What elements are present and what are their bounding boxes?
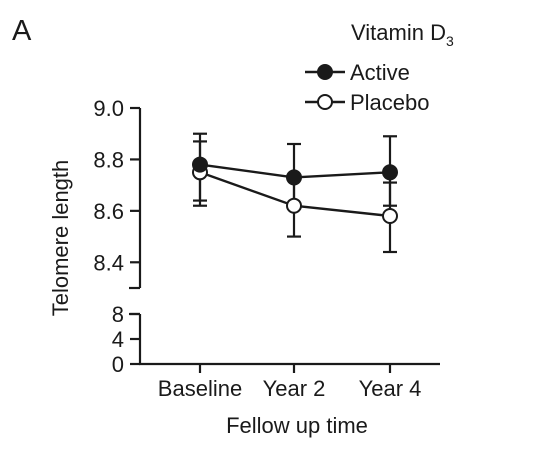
panel-label: A [12, 15, 32, 47]
legend-placebo-marker [317, 94, 333, 110]
data-point-placebo [382, 208, 398, 224]
x-ticks: Baseline Year 2 Year 4 [158, 364, 422, 401]
y-ticks-upper: 9.0 8.8 8.6 8.4 [93, 96, 140, 275]
data-point-active [286, 169, 302, 186]
legend-title: Vitamin D3 [351, 20, 454, 49]
data-point-active [192, 156, 208, 173]
legend: Vitamin D3 Active Placebo [305, 20, 454, 115]
x-axis: Baseline Year 2 Year 4 Fellow up time [139, 362, 440, 438]
y-upper-tick-label: 9.0 [93, 96, 124, 121]
y-ticks-lower: 840 [112, 302, 140, 377]
x-axis-label: Fellow up time [226, 413, 368, 438]
y-upper-tick-label: 8.6 [93, 199, 124, 224]
data-point-placebo [286, 197, 302, 214]
x-tick-label: Year 2 [263, 376, 326, 401]
y-axis: 9.0 8.8 8.6 8.4 840 Telomere length [48, 96, 142, 377]
x-tick-label: Baseline [158, 376, 242, 401]
y-lower-tick-label: 0 [112, 352, 124, 377]
legend-placebo-label: Placebo [350, 90, 430, 115]
y-lower-tick-label: 4 [112, 327, 124, 352]
y-upper-tick-label: 8.8 [93, 147, 124, 172]
x-tick-label: Year 4 [359, 376, 422, 401]
y-lower-tick-label: 8 [112, 302, 124, 327]
y-axis-label: Telomere length [48, 160, 73, 317]
legend-active-label: Active [350, 60, 410, 85]
y-upper-tick-label: 8.4 [93, 250, 124, 275]
legend-title-subscript: 3 [446, 33, 454, 49]
legend-title-text: Vitamin D [351, 20, 446, 45]
data-point-active [382, 164, 398, 181]
plot-area [192, 132, 398, 254]
legend-active-marker [317, 64, 333, 80]
